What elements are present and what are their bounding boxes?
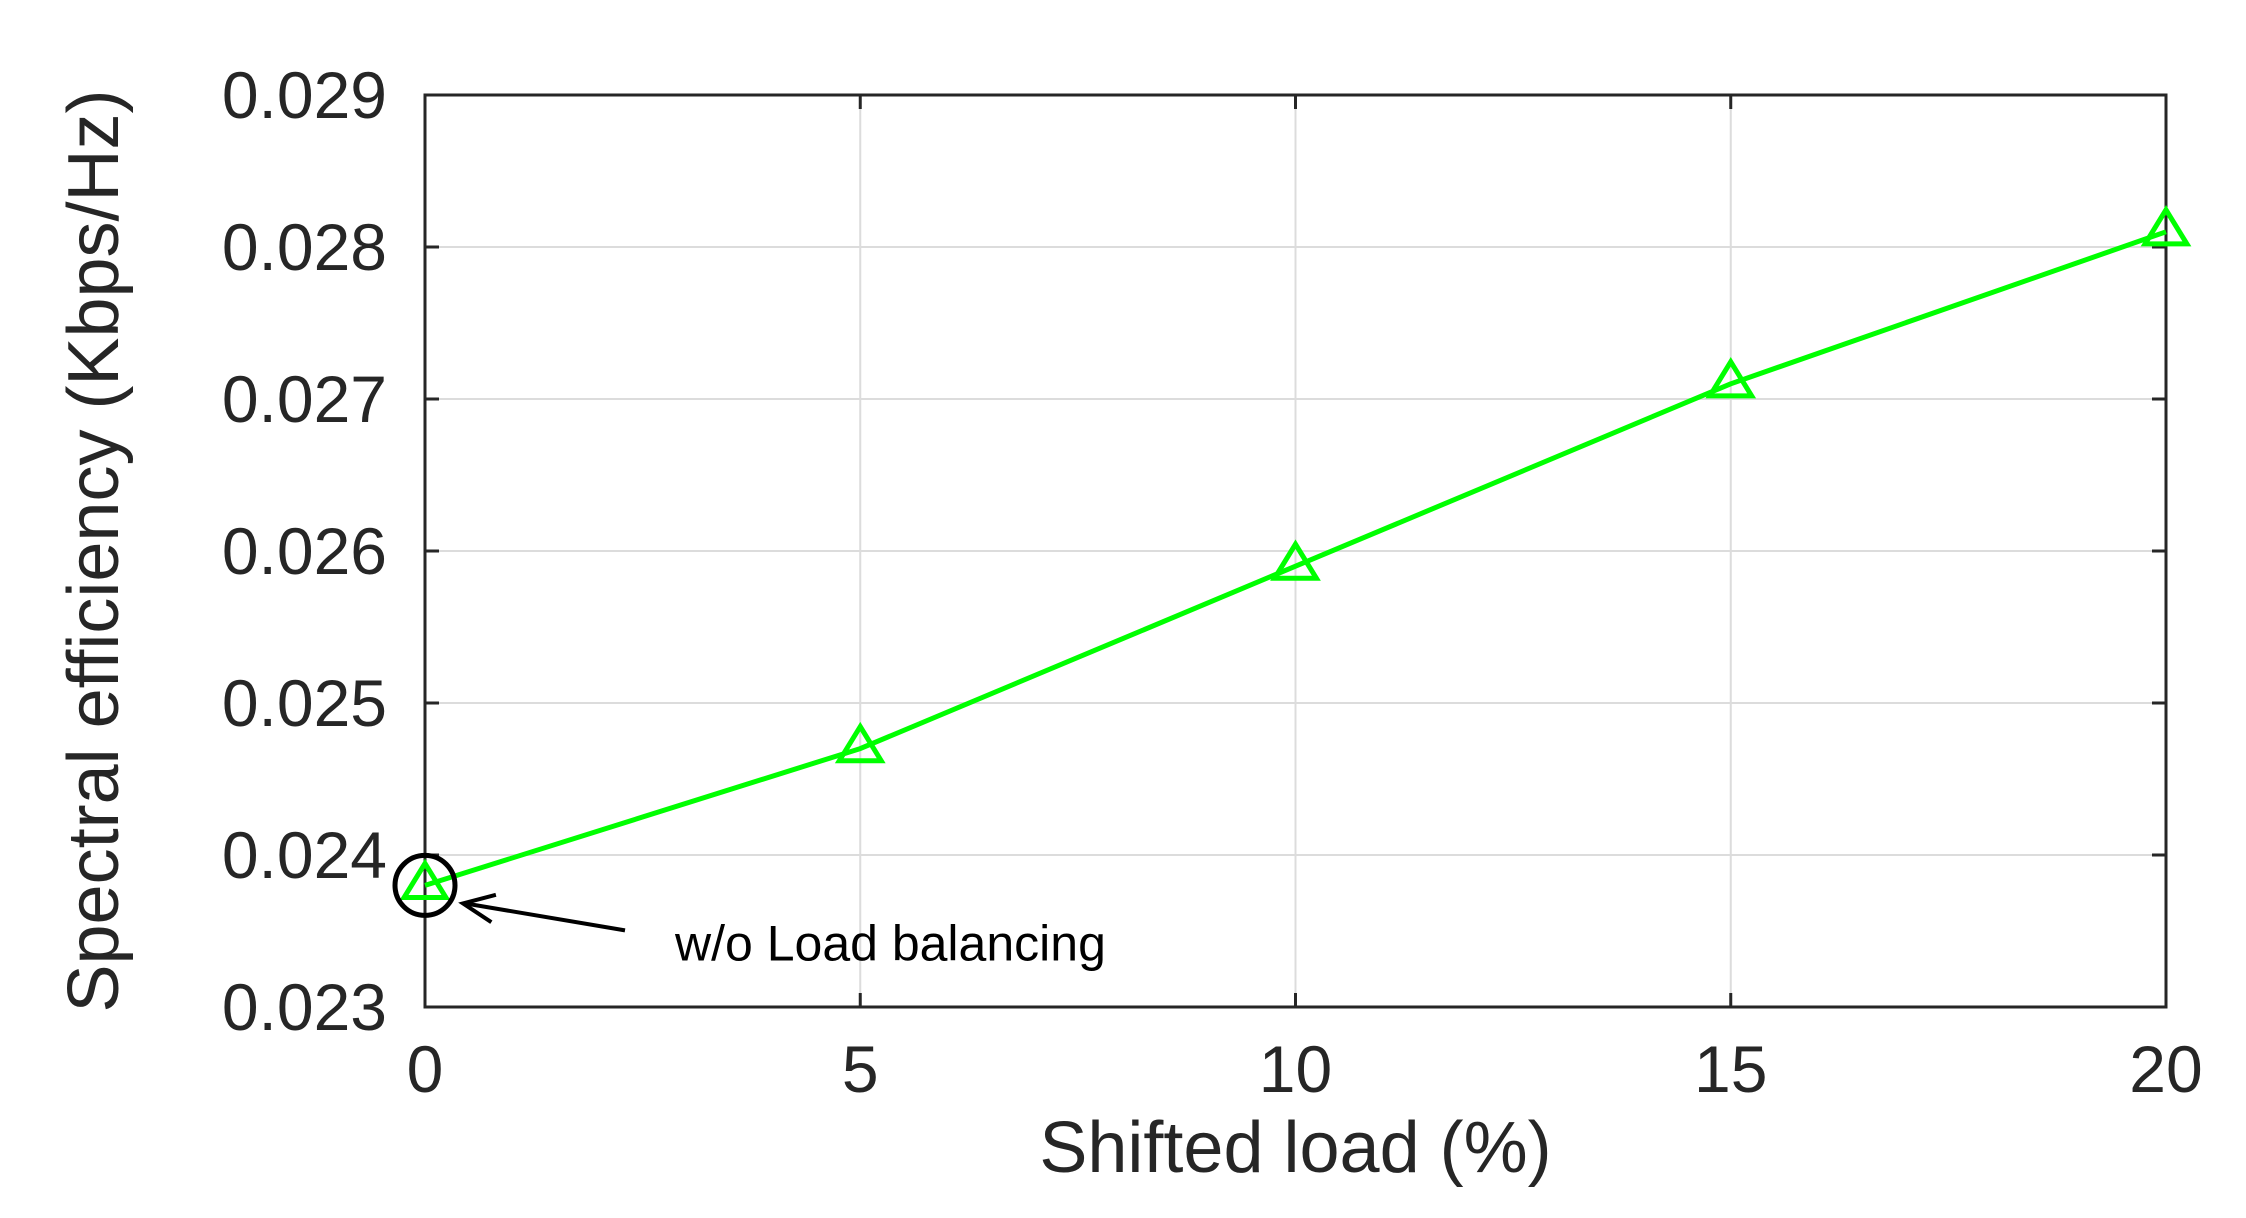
y-tick-label: 0.028: [222, 210, 387, 284]
annotation-arrow: [464, 901, 626, 933]
x-tick-label: 20: [2129, 1032, 2202, 1106]
y-tick-label: 0.024: [222, 818, 387, 892]
axis-ticks: 0 5 10 15 20 0.023 0.024 0.025 0.026 0.027 0.028 0.…: [222, 58, 2203, 1106]
x-axis-label: Shifted load (%): [1039, 1108, 1551, 1188]
y-tick-label: 0.023: [222, 970, 387, 1044]
x-tick-label: 0: [407, 1032, 444, 1106]
series-line: [424, 229, 2167, 888]
x-tick-label: 5: [842, 1032, 879, 1106]
y-axis-label: Spectral efficiency (Kbps/Hz): [54, 89, 134, 1012]
data-point: [1705, 357, 1757, 399]
data-point: [1270, 539, 1321, 581]
data-point: [2140, 205, 2192, 247]
data-point: [834, 721, 886, 764]
data-point: [399, 858, 451, 900]
annotation-circle: [392, 852, 458, 918]
y-tick-label: 0.027: [222, 362, 387, 436]
y-tick-label: 0.029: [222, 58, 387, 132]
y-tick-label: 0.026: [222, 514, 387, 588]
y-tick-label: 0.025: [222, 666, 387, 740]
annotations: w/o Load balancing: [392, 852, 1106, 971]
annotation-arrowhead: [458, 892, 497, 924]
x-tick-label: 15: [1694, 1032, 1767, 1106]
annotation-text: w/o Load balancing: [674, 915, 1106, 971]
series: [399, 205, 2192, 900]
x-tick-label: 10: [1259, 1032, 1332, 1106]
grid: [424, 94, 2167, 1008]
